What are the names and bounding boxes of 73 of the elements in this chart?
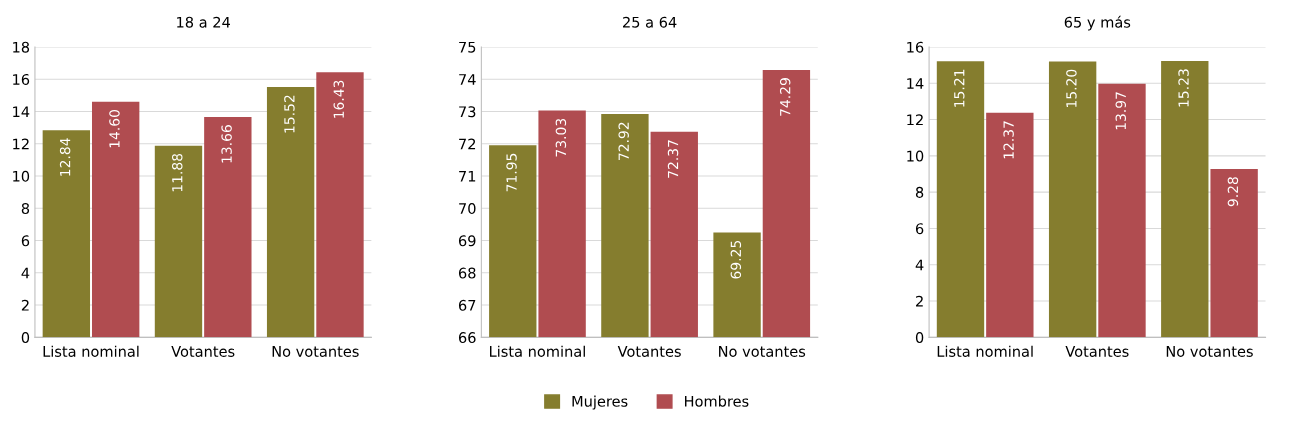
bar [92,101,140,338]
x-tick-label: Lista nominal [937,345,1033,357]
x-tick-label: Lista nominal [490,345,585,357]
data-label: 13.66 [221,125,232,163]
bar [316,72,364,338]
x-tick-label: No votantes [272,346,359,357]
y-tick-label: 67 [458,299,476,311]
y-tick-label: 71 [459,170,476,182]
y-tick-label: 10 [907,150,924,162]
y-tick-label: 14 [907,78,924,89]
data-label: 13.97 [1115,92,1127,130]
data-label: 69.25 [730,240,742,279]
y-tick-label: 2 [21,299,29,311]
y-tick-label: 14 [13,106,30,118]
bar [266,86,315,338]
y-tick-label: 68 [458,267,476,279]
data-label: 11.88 [172,153,183,192]
x-tick-label: Votantes [617,346,681,357]
data-label: 15.52 [284,95,295,133]
data-label: 74.29 [779,78,791,116]
data-label: 72.37 [667,140,679,178]
x-tick-label: No votantes [1166,346,1253,357]
y-tick-label: 12 [13,138,29,150]
data-label: 72.92 [618,122,629,160]
data-label: 14.60 [109,110,120,148]
y-tick-label: 16 [907,41,924,53]
data-label: 9.28 [1227,177,1239,207]
y-tick-label: 6 [915,223,924,235]
bar [1048,61,1097,338]
chart-title: 65 y más [1064,15,1131,31]
data-label: 15.20 [1066,69,1077,107]
y-tick-label: 74 [459,74,476,85]
y-tick-label: 8 [915,186,924,198]
bar [1161,60,1209,338]
y-tick-label: 66 [458,332,476,344]
data-label: 15.23 [1178,69,1189,107]
bar [1210,168,1258,338]
y-tick-label: 2 [916,295,923,307]
legend-label: Hombres [685,395,749,407]
y-tick-label: 75 [459,41,476,53]
y-tick-label: 10 [13,170,30,182]
data-label: 73.03 [555,118,567,157]
y-tick-label: 18 [13,41,30,53]
x-tick-label: Votantes [1065,346,1129,357]
y-tick-label: 12 [907,114,923,126]
bar [986,112,1034,338]
data-label: 15.21 [954,69,965,107]
y-tick-label: 70 [459,203,476,215]
y-tick-label: 4 [915,259,924,271]
y-tick-label: 4 [21,267,30,279]
y-tick-label: 69 [458,235,476,247]
y-tick-label: 8 [21,203,30,215]
x-tick-label: No votantes [719,346,806,357]
y-tick-label: 0 [915,332,924,344]
data-label: 12.37 [1003,121,1014,159]
bar [1098,83,1146,338]
legend-label: Mujeres [572,395,628,410]
bar [42,130,91,338]
y-tick-label: 0 [21,332,30,344]
bar [154,145,203,338]
data-label: 16.43 [333,80,345,118]
y-tick-label: 16 [13,73,30,85]
chart-title: 25 a 64 [623,16,677,28]
bar [204,116,252,338]
x-tick-label: Lista nominal [43,345,139,357]
y-tick-label: 73 [459,106,476,118]
data-label: 71.95 [506,153,517,192]
chart-title: 18 a 24 [177,16,230,28]
x-tick-label: Votantes [171,346,235,357]
y-tick-label: 6 [21,235,30,247]
bar [936,61,985,338]
data-label: 12.84 [59,138,71,176]
y-tick-label: 72 [459,138,476,150]
